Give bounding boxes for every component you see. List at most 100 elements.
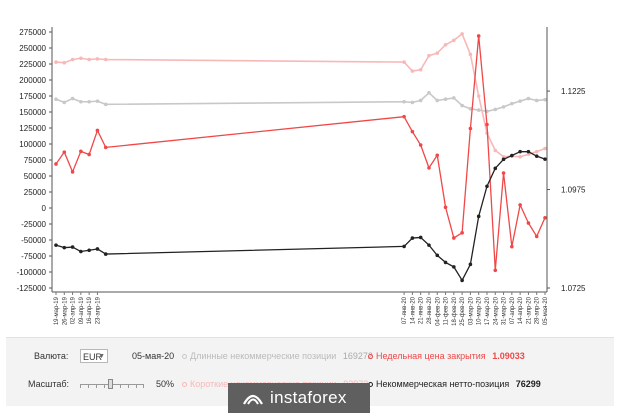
data-point[interactable]	[443, 205, 448, 210]
data-point[interactable]	[435, 153, 440, 158]
data-point[interactable]	[452, 265, 456, 269]
data-point[interactable]	[79, 149, 83, 154]
data-point[interactable]	[54, 162, 58, 166]
data-point[interactable]	[543, 215, 547, 220]
data-point[interactable]	[70, 96, 75, 101]
data-point[interactable]	[443, 43, 448, 47]
data-point[interactable]	[476, 214, 481, 219]
data-point[interactable]	[103, 57, 108, 62]
data-point[interactable]	[103, 252, 108, 256]
data-point[interactable]	[493, 148, 498, 153]
data-point[interactable]	[62, 245, 67, 250]
data-point[interactable]	[427, 91, 431, 95]
data-point[interactable]	[460, 278, 464, 283]
data-point[interactable]	[534, 149, 539, 154]
data-point[interactable]	[501, 155, 506, 159]
data-point[interactable]	[526, 149, 531, 154]
data-point[interactable]	[410, 100, 415, 105]
data-point[interactable]	[485, 122, 489, 127]
data-point[interactable]	[54, 97, 58, 101]
data-point[interactable]	[427, 243, 431, 247]
data-point[interactable]	[501, 171, 506, 175]
data-point[interactable]	[427, 53, 431, 58]
data-point[interactable]	[460, 103, 464, 108]
data-point[interactable]	[87, 99, 91, 104]
data-point[interactable]	[87, 152, 91, 157]
legend-price[interactable]: Недельная цена закрытия 1.09033	[368, 351, 525, 361]
data-point[interactable]	[402, 114, 406, 119]
data-point[interactable]	[70, 170, 75, 174]
data-point[interactable]	[526, 221, 531, 225]
data-point[interactable]	[510, 153, 514, 158]
data-point[interactable]	[418, 143, 423, 147]
data-point[interactable]	[410, 69, 415, 73]
data-point[interactable]	[476, 34, 481, 38]
data-point[interactable]	[79, 56, 83, 61]
data-point[interactable]	[435, 51, 440, 55]
data-point[interactable]	[87, 248, 91, 253]
data-point[interactable]	[435, 253, 440, 258]
data-point[interactable]	[510, 244, 514, 249]
data-point[interactable]	[443, 260, 448, 265]
data-point[interactable]	[79, 249, 83, 254]
data-point[interactable]	[518, 149, 522, 154]
data-point[interactable]	[493, 166, 498, 171]
data-point[interactable]	[103, 145, 108, 150]
data-point[interactable]	[95, 57, 100, 61]
data-point[interactable]	[543, 146, 547, 151]
data-point[interactable]	[452, 96, 456, 100]
data-point[interactable]	[95, 128, 100, 133]
data-point[interactable]	[526, 152, 531, 157]
data-point[interactable]	[518, 203, 522, 207]
slider-knob[interactable]	[108, 379, 113, 389]
data-point[interactable]	[435, 98, 440, 103]
data-point[interactable]	[70, 57, 75, 62]
data-point[interactable]	[518, 155, 522, 159]
currency-select[interactable]: EUR ▼	[80, 349, 108, 363]
data-point[interactable]	[87, 57, 91, 62]
data-point[interactable]	[418, 235, 423, 240]
data-point[interactable]	[468, 126, 473, 131]
data-point[interactable]	[468, 262, 473, 267]
data-point[interactable]	[54, 243, 58, 247]
data-point[interactable]	[418, 98, 423, 103]
data-point[interactable]	[460, 32, 464, 36]
data-point[interactable]	[443, 97, 448, 101]
data-point[interactable]	[62, 100, 67, 105]
data-point[interactable]	[460, 231, 464, 235]
data-point[interactable]	[534, 154, 539, 158]
data-point[interactable]	[95, 99, 100, 103]
data-point[interactable]	[534, 98, 539, 103]
data-point[interactable]	[62, 60, 67, 65]
data-point[interactable]	[410, 129, 415, 134]
data-point[interactable]	[526, 96, 531, 101]
data-point[interactable]	[510, 101, 514, 106]
data-point[interactable]	[543, 97, 547, 102]
data-point[interactable]	[62, 150, 67, 154]
data-point[interactable]	[534, 234, 539, 239]
data-point[interactable]	[402, 60, 406, 64]
scale-slider[interactable]	[80, 379, 144, 389]
data-point[interactable]	[103, 102, 108, 107]
data-point[interactable]	[54, 60, 58, 64]
data-point[interactable]	[70, 245, 75, 249]
data-point[interactable]	[493, 107, 498, 112]
data-point[interactable]	[95, 247, 100, 251]
data-point[interactable]	[418, 67, 423, 72]
data-point[interactable]	[402, 99, 406, 104]
data-point[interactable]	[79, 99, 83, 104]
data-point[interactable]	[485, 184, 489, 189]
data-point[interactable]	[452, 236, 456, 240]
data-point[interactable]	[468, 107, 473, 111]
data-point[interactable]	[493, 268, 498, 273]
data-point[interactable]	[427, 166, 431, 170]
data-point[interactable]	[476, 94, 481, 98]
legend-long[interactable]: Длинные некоммерческие позиции 169272	[182, 351, 373, 361]
data-point[interactable]	[518, 99, 522, 103]
data-point[interactable]	[402, 244, 406, 249]
legend-net[interactable]: Некоммерческая нетто-позиция 76299	[368, 379, 541, 389]
data-point[interactable]	[452, 38, 456, 43]
data-point[interactable]	[410, 236, 415, 240]
data-point[interactable]	[501, 105, 506, 109]
data-point[interactable]	[476, 108, 481, 112]
